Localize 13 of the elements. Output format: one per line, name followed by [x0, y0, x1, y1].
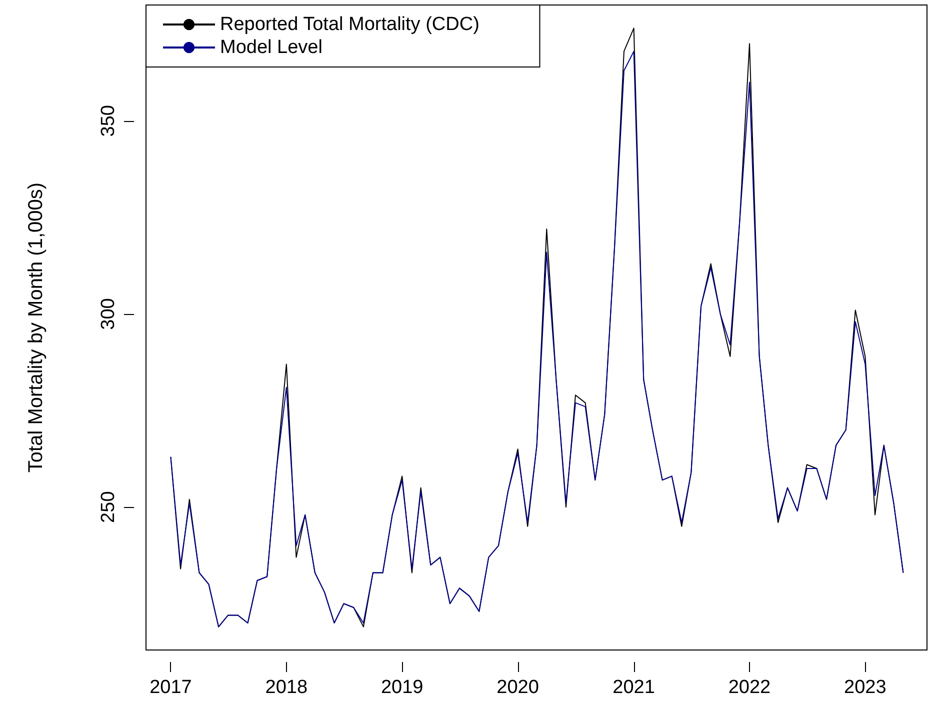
x-tick-label: 2017: [150, 677, 192, 698]
x-tick-label: 2020: [496, 677, 539, 698]
y-tick-label: 300: [98, 298, 119, 330]
x-tick-label: 2018: [265, 677, 308, 698]
x-tick-label: 2023: [844, 677, 886, 698]
y-tick-label: 350: [98, 105, 119, 137]
legend-label: Reported Total Mortality (CDC): [220, 14, 480, 35]
legend-label: Model Level: [220, 37, 322, 58]
x-tick-label: 2019: [380, 677, 424, 698]
x-tick-label: 2021: [612, 677, 655, 698]
y-axis-title: Total Mortality by Month (1,000s): [25, 182, 47, 473]
x-tick-label: 2022: [728, 677, 771, 698]
y-tick-label: 250: [98, 491, 119, 523]
